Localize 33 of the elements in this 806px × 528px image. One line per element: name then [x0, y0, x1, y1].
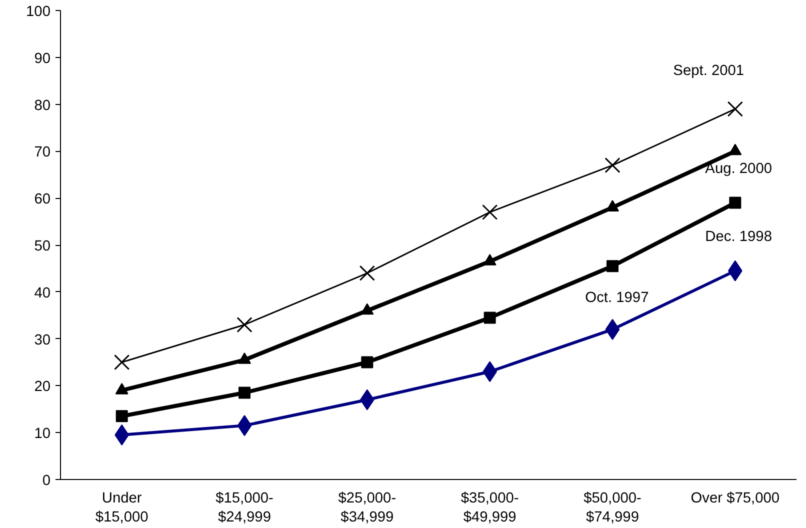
- y-tick-label: 20: [34, 379, 51, 396]
- point: [116, 410, 128, 422]
- series-label: Dec. 1998: [705, 228, 772, 245]
- series-label: Sept. 2001: [673, 62, 744, 79]
- y-tick-label: 90: [34, 50, 51, 67]
- y-tick-label: 10: [34, 426, 51, 442]
- y-tick-label: 0: [42, 473, 51, 489]
- x-tick-label: $35,000- $49,999: [460, 490, 519, 526]
- y-tick-label: 70: [34, 144, 51, 161]
- y-tick-label: 80: [34, 98, 51, 114]
- series-label: Aug. 2000: [705, 161, 772, 178]
- y-tick-label: 30: [34, 332, 51, 348]
- point: [606, 260, 618, 272]
- point: [604, 157, 620, 174]
- point: [238, 386, 250, 399]
- x-tick-label: Under $15,000: [95, 490, 148, 526]
- point: [236, 316, 252, 333]
- x-tick-label: Over $75,000: [690, 490, 780, 506]
- point: [114, 354, 130, 370]
- x-tick-label: $25,000- $34,999: [338, 490, 396, 526]
- point: [361, 356, 374, 368]
- x-tick-label: $50,000- $74,999: [584, 490, 642, 526]
- y-tick-label: 40: [34, 285, 51, 302]
- y-tick-label: 100: [26, 4, 51, 20]
- point: [729, 196, 742, 209]
- series-label: Oct. 1997: [585, 290, 649, 306]
- point: [359, 265, 375, 281]
- point: [482, 204, 498, 220]
- y-tick-label: 60: [34, 192, 51, 208]
- x-tick-label: $15,000- $24,999: [216, 490, 274, 526]
- point: [484, 312, 496, 324]
- y-tick-label: 50: [34, 238, 51, 254]
- point: [727, 101, 743, 117]
